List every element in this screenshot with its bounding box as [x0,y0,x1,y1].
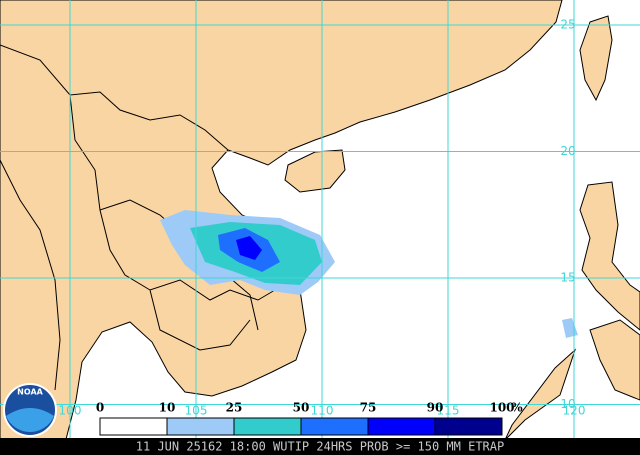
country-border [149,289,251,351]
legend-swatch [99,417,168,436]
longitude-label: 105 [185,404,208,418]
legend-label: 90 [427,401,444,415]
legend-label: 0 [96,401,104,415]
longitude-label: 115 [437,404,460,418]
palawan [504,348,577,441]
legend-swatch [300,417,369,436]
country-border [69,94,259,331]
footer-text: 11 JUN 25162 18:00 WUTIP 24HRS PROB >= 1… [136,440,504,454]
legend-label: 25 [226,401,243,415]
luzon [579,181,640,331]
latitude-label: 15 [560,271,575,285]
logo-wave [6,408,54,432]
country-border [0,159,61,391]
taiwan [579,15,613,102]
latitude-label: 20 [560,144,575,158]
prob-75-90 [236,236,262,260]
logo-text: NOAA [17,388,43,397]
legend-unit: % [511,401,523,415]
longitude-label: 120 [563,404,586,418]
legend-label: 75 [360,401,377,415]
latitude-label: 25 [560,18,575,32]
legend: 0 10 25 50 75 90 100% [96,401,523,436]
legend-swatch [166,417,235,436]
legend-swatch [233,417,302,436]
logo: NOAA [3,383,57,437]
visayas [589,319,640,401]
legend-label: 10 [159,401,176,415]
longitude-label: 110 [311,404,334,418]
latitude-label: 10 [560,397,575,411]
legend-swatch [434,417,503,436]
legend-swatch [367,417,436,436]
rain-probability [160,210,578,338]
country-border [99,209,276,301]
longitude-label: 100 [59,404,82,418]
footer-bar [0,438,640,455]
country-border [0,44,229,151]
legend-label: 50 [293,401,310,415]
legend-label: 100 [489,401,514,415]
